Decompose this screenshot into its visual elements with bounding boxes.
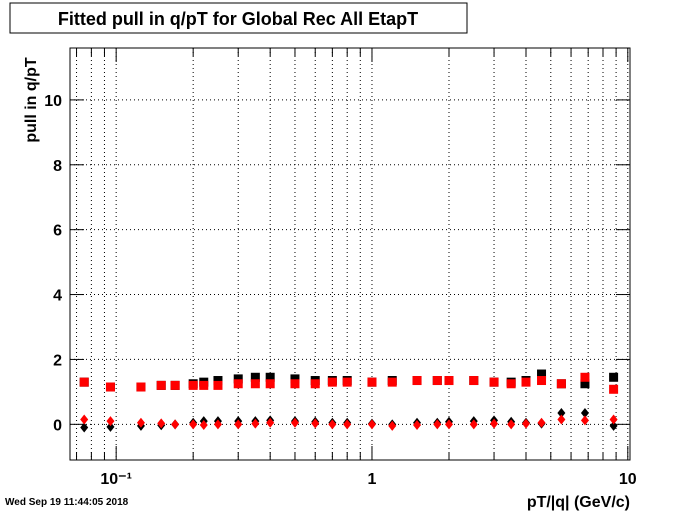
diamond-marker [171,419,180,430]
diamond-marker [106,416,115,427]
diamond-marker [80,422,89,433]
diamond-marker [609,414,618,425]
square-marker [489,377,499,387]
square-marker [105,382,115,392]
square-marker [170,380,180,390]
timestamp: Wed Sep 19 11:44:05 2018 [5,497,129,508]
square-marker [387,377,397,387]
diamond-marker [157,418,166,429]
square-marker [213,376,223,386]
title-box [9,2,468,34]
square-marker [188,380,198,390]
square-marker [233,379,243,389]
diamond-marker [266,417,275,428]
chart-title: Fitted pull in q/pT for Global Rec All E… [58,9,418,29]
square-marker [199,380,209,390]
diamond-marker [490,418,499,429]
square-marker [290,379,300,389]
square-marker [327,377,337,387]
square-marker [469,376,479,386]
square-marker [367,377,377,387]
square-marker [432,376,442,386]
square-marker [79,377,89,387]
diamond-marker [199,419,208,430]
plot-frame [69,47,631,461]
diamond-marker [609,420,618,431]
diamond-marker [388,420,397,431]
square-marker [537,369,547,379]
diamond-marker [311,418,320,429]
x-tick-label: 1 [368,471,377,488]
diamond-marker [80,414,89,425]
x-tick-label: 10 [619,471,637,488]
y-tick-label: 10 [44,93,62,110]
diamond-marker [580,415,589,426]
square-marker [521,377,531,387]
square-marker [250,379,260,389]
square-marker [609,372,619,382]
square-marker [250,372,260,382]
diamond-marker [328,419,337,430]
square-marker [556,379,566,389]
y-tick-label: 6 [53,223,62,240]
y-tick-label: 0 [53,417,62,434]
square-marker [342,377,352,387]
diamond-marker [367,419,376,430]
diamond-marker [213,419,222,430]
square-marker [310,379,320,389]
square-marker [156,380,166,390]
y-tick-label: 8 [53,158,62,175]
diamond-marker [234,419,243,430]
diamond-marker [537,417,546,428]
diamond-marker [507,419,516,430]
diamond-marker [469,419,478,430]
square-marker [213,380,223,390]
diamond-marker [557,407,566,418]
diamond-marker [189,419,198,430]
square-marker [506,379,516,389]
square-marker [580,372,590,382]
diamond-marker [106,421,115,432]
square-marker [537,376,547,386]
diamond-marker [557,414,566,425]
square-marker [290,374,300,384]
diamond-marker [136,417,145,428]
diamond-marker [290,417,299,428]
x-axis-label: pT/|q| (GeV/c) [527,494,630,511]
square-marker [265,372,275,382]
diamond-marker [343,419,352,430]
diamond-marker [580,407,589,418]
square-marker [609,384,619,394]
diamond-marker [413,419,422,430]
square-marker [580,379,590,389]
square-marker [412,376,422,386]
x-tick-label: 10⁻¹ [100,471,132,488]
square-marker [136,382,146,392]
diamond-marker [251,418,260,429]
square-marker [265,379,275,389]
diamond-marker [444,419,453,430]
y-tick-label: 4 [53,288,62,305]
square-marker [444,376,454,386]
square-marker [233,374,243,384]
y-axis-label: pull in q/pT [23,57,40,143]
y-tick-label: 2 [53,352,62,369]
diamond-marker [433,419,442,430]
diamond-marker [521,418,530,429]
